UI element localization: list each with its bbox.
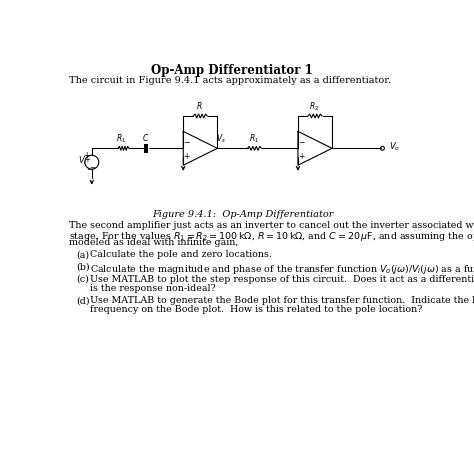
Text: frequency on the Bode plot.  How is this related to the pole location?: frequency on the Bode plot. How is this … <box>90 305 423 314</box>
Text: Figure 9.4.1:  Op-Amp Differentiator: Figure 9.4.1: Op-Amp Differentiator <box>152 210 334 219</box>
Text: (b): (b) <box>76 263 90 272</box>
Text: $R$: $R$ <box>196 100 203 111</box>
Text: The circuit in Figure 9.4.1 acts approximately as a differentiator.: The circuit in Figure 9.4.1 acts approxi… <box>69 76 391 85</box>
Text: $+$: $+$ <box>298 151 306 161</box>
Text: Use MATLAB to plot the step response of this circuit.  Does it act as a differen: Use MATLAB to plot the step response of … <box>90 275 474 284</box>
Text: $-$: $-$ <box>86 163 94 172</box>
Text: $+$: $+$ <box>183 151 191 161</box>
Text: The second amplifier just acts as an inverter to cancel out the inverter associa: The second amplifier just acts as an inv… <box>69 221 474 230</box>
Text: $R_2$: $R_2$ <box>309 100 319 113</box>
Text: Calculate the pole and zero locations.: Calculate the pole and zero locations. <box>90 250 272 260</box>
Text: stage. For the values $R_1 = R_2 = 100\,\mathrm{k}\Omega$, $R = 10\,\mathrm{k}\O: stage. For the values $R_1 = R_2 = 100\,… <box>69 230 474 243</box>
Text: $-$: $-$ <box>298 136 306 145</box>
Text: $R_1$: $R_1$ <box>116 132 127 145</box>
Text: (a): (a) <box>76 250 90 260</box>
Text: $+$: $+$ <box>82 150 90 160</box>
Text: (c): (c) <box>76 275 89 284</box>
Text: $-$: $-$ <box>183 136 191 145</box>
Text: $V_s$: $V_s$ <box>216 132 226 145</box>
Text: Use MATLAB to generate the Bode plot for this transfer function.  Indicate the b: Use MATLAB to generate the Bode plot for… <box>90 296 474 305</box>
Text: Op-Amp Differentiator 1: Op-Amp Differentiator 1 <box>151 64 312 76</box>
Text: $V_i$: $V_i$ <box>78 154 87 167</box>
Text: is the response non-ideal?: is the response non-ideal? <box>90 284 216 293</box>
Text: $+$: $+$ <box>84 155 91 164</box>
Text: $V_o$: $V_o$ <box>389 141 400 153</box>
Text: Calculate the magnitude and phase of the transfer function $V_o(j\omega)/V_i(j\o: Calculate the magnitude and phase of the… <box>90 263 474 276</box>
Text: modeled as ideal with infinite gain,: modeled as ideal with infinite gain, <box>69 239 238 247</box>
Text: $C$: $C$ <box>142 132 149 144</box>
Text: $R_1$: $R_1$ <box>249 132 260 145</box>
Text: (d): (d) <box>76 296 90 305</box>
Text: $-$: $-$ <box>89 163 96 169</box>
